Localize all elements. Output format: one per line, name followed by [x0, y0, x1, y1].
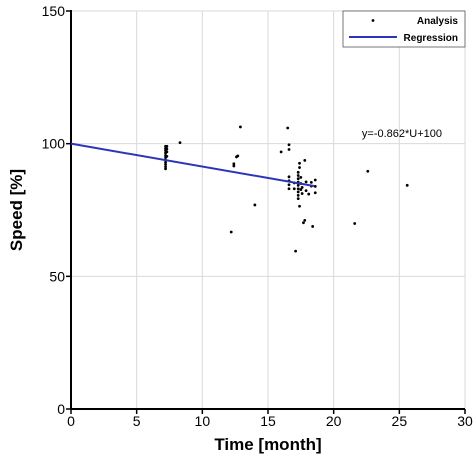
analysis-point-42	[296, 197, 300, 200]
x-tick-label-3: 15	[260, 413, 276, 429]
analysis-point-14	[165, 155, 169, 158]
analysis-point-22	[253, 203, 257, 207]
analysis-point-10	[164, 167, 167, 171]
analysis-point-24	[286, 126, 290, 130]
analysis-point-49	[300, 186, 304, 189]
y-axis-title: Speed [%]	[7, 169, 26, 251]
analysis-point-59	[311, 225, 315, 228]
analysis-point-9	[164, 165, 167, 169]
analysis-point-46	[299, 175, 303, 179]
analysis-point-13	[165, 150, 169, 154]
analysis-point-32	[292, 187, 296, 191]
analysis-point-15	[178, 141, 182, 145]
analysis-point-43	[298, 161, 301, 165]
analysis-point-62	[313, 191, 317, 195]
analysis-point-54	[304, 180, 308, 184]
analysis-point-25	[287, 143, 291, 147]
analysis-point-38	[296, 183, 300, 187]
analysis-point-57	[309, 181, 313, 184]
analysis-point-55	[304, 189, 308, 193]
analysis-point-29	[287, 183, 291, 187]
y-tick-label-0: 0	[57, 401, 65, 417]
analysis-point-8	[164, 162, 167, 166]
analysis-point-53	[303, 218, 307, 222]
legend: Analysis Regression	[342, 10, 466, 48]
analysis-point-35	[296, 174, 300, 177]
analysis-point-27	[287, 175, 291, 179]
analysis-point-18	[232, 164, 236, 168]
analysis-point-7	[164, 160, 167, 164]
analysis-point-11	[165, 144, 169, 148]
analysis-point-48	[299, 188, 303, 191]
x-axis-title: Time [month]	[214, 435, 321, 454]
legend-regression-label: Regression	[404, 33, 458, 44]
y-tick-label-2: 100	[42, 136, 66, 152]
analysis-point-64	[366, 169, 370, 173]
x-tick-label-1: 5	[133, 413, 141, 429]
analysis-point-52	[303, 158, 307, 162]
analysis-point-60	[313, 178, 317, 182]
analysis-point-50	[300, 192, 304, 195]
analysis-point-44	[298, 166, 301, 169]
analysis-point-65	[405, 183, 409, 187]
analysis-point-56	[307, 192, 311, 196]
analysis-point-26	[287, 148, 291, 151]
analysis-point-41	[296, 194, 300, 197]
regression-equation: y=-0.862*U+100	[362, 128, 442, 140]
x-tick-label-4: 20	[326, 413, 342, 429]
y-tick-label-3: 150	[42, 3, 66, 19]
analysis-point-40	[296, 190, 300, 194]
regression-line	[70, 142, 315, 187]
analysis-point-63	[353, 222, 357, 225]
analysis-points	[164, 125, 409, 253]
analysis-point-20	[236, 154, 240, 158]
analysis-point-34	[296, 170, 300, 174]
y-tick-label-1: 50	[49, 268, 65, 284]
legend-analysis-label: Analysis	[417, 16, 459, 27]
analysis-point-23	[279, 150, 283, 154]
x-tick-label-2: 10	[195, 413, 211, 429]
regression-line-group	[70, 142, 315, 187]
analysis-point-39	[296, 187, 300, 191]
ticks: 0 5 10 15 20 25 30 0 50 100 150	[42, 3, 473, 429]
x-tick-label-0: 0	[67, 413, 75, 429]
x-tick-label-6: 30	[457, 413, 473, 429]
analysis-point-17	[232, 162, 236, 166]
analysis-point-12	[165, 147, 169, 151]
analysis-point-45	[298, 204, 301, 208]
analysis-point-36	[296, 177, 300, 181]
analysis-point-16	[229, 230, 233, 234]
analysis-point-61	[313, 184, 317, 188]
analysis-point-33	[294, 249, 297, 253]
legend-box	[342, 10, 466, 48]
analysis-point-51	[302, 221, 305, 225]
analysis-point-30	[287, 187, 291, 191]
x-tick-label-5: 25	[392, 413, 408, 429]
grid	[71, 10, 466, 409]
legend-analysis-marker	[371, 19, 375, 22]
analysis-point-21	[239, 125, 242, 129]
